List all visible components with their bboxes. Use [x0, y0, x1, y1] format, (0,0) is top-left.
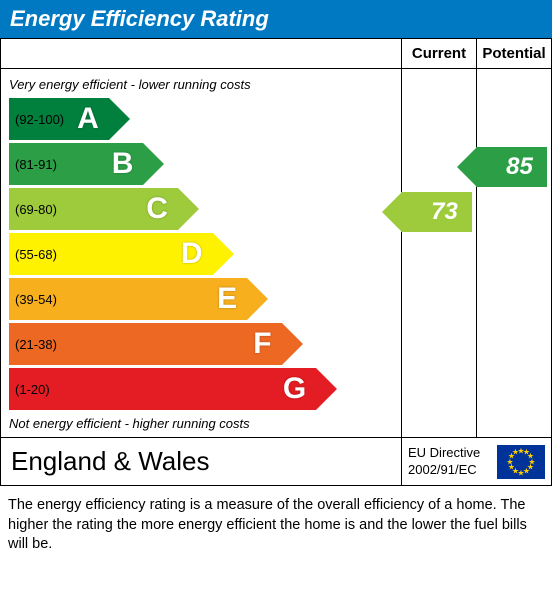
band-range: (92-100) [9, 112, 64, 127]
band-row-c: (69-80) C [9, 188, 393, 230]
band-row-e: (39-54) E [9, 278, 393, 320]
band-row-a: (92-100) A [9, 98, 393, 140]
epc-container: Energy Efficiency Rating Current Potenti… [0, 0, 552, 555]
chart-cell: Very energy efficient - lower running co… [1, 69, 402, 438]
band-bar-f: (21-38) F [9, 323, 282, 365]
band-letter: G [283, 372, 306, 406]
band-bar-d: (55-68) D [9, 233, 213, 275]
band-letter: E [217, 282, 237, 316]
band-range: (39-54) [9, 292, 57, 307]
current-pointer: 73 [401, 192, 472, 232]
footer-region-cell: England & Wales [1, 438, 402, 486]
title-text: Energy Efficiency Rating [10, 6, 269, 31]
band-letter: D [181, 237, 203, 271]
band-letter: B [112, 147, 134, 181]
band-bar-e: (39-54) E [9, 278, 247, 320]
band-bar-g: (1-20) G [9, 368, 316, 410]
footer-row: England & Wales EU Directive 2002/91/EC … [1, 438, 552, 486]
band-range: (55-68) [9, 247, 57, 262]
band-row-f: (21-38) F [9, 323, 393, 365]
directive-line2: 2002/91/EC [408, 462, 480, 478]
region-text: England & Wales [1, 438, 401, 485]
band-range: (81-91) [9, 157, 57, 172]
eu-star-icon: ★ [512, 447, 519, 456]
band-row-d: (55-68) D [9, 233, 393, 275]
band-bar-b: (81-91) B [9, 143, 143, 185]
title-bar: Energy Efficiency Rating [0, 0, 552, 38]
band-row-g: (1-20) G [9, 368, 393, 410]
potential-cell: 85 [477, 69, 552, 438]
band-range: (1-20) [9, 382, 50, 397]
eu-flag-icon: ★★★★★★★★★★★★ [497, 445, 545, 479]
directive-block: EU Directive 2002/91/EC [408, 445, 480, 478]
current-cell: 73 [402, 69, 477, 438]
band-row-b: (81-91) B [9, 143, 393, 185]
band-range: (21-38) [9, 337, 57, 352]
note-inefficient: Not energy efficient - higher running co… [9, 416, 393, 431]
footer-directive-cell: EU Directive 2002/91/EC ★★★★★★★★★★★★ [402, 438, 552, 486]
band-letter: A [77, 102, 99, 136]
directive-line1: EU Directive [408, 445, 480, 461]
header-potential: Potential [477, 39, 552, 69]
body-row: Very energy efficient - lower running co… [1, 69, 552, 438]
band-letter: C [146, 192, 168, 226]
note-efficient: Very energy efficient - lower running co… [9, 77, 393, 92]
band-bar-a: (92-100) A [9, 98, 109, 140]
header-chart-blank [1, 39, 402, 69]
potential-pointer: 85 [476, 147, 547, 187]
header-row: Current Potential [1, 39, 552, 69]
band-bar-c: (69-80) C [9, 188, 178, 230]
band-letter: F [253, 327, 271, 361]
rating-bars: (92-100) A (81-91) B (69-80) C (55-68) D (39-54)… [9, 98, 393, 410]
caption-text: The energy efficiency rating is a measur… [0, 486, 552, 555]
header-current: Current [402, 39, 477, 69]
epc-table: Current Potential Very energy efficient … [0, 38, 552, 486]
band-range: (69-80) [9, 202, 57, 217]
